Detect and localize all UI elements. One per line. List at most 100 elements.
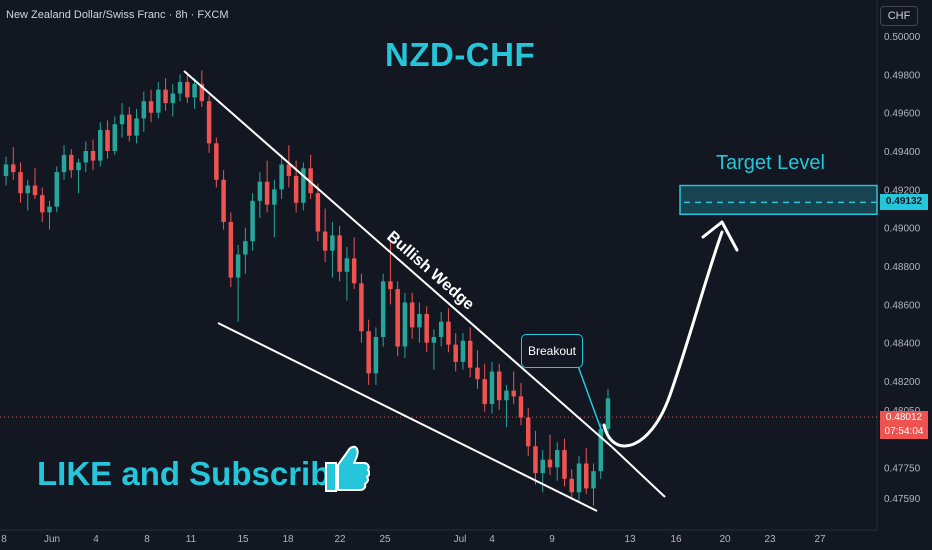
candle [206, 95, 212, 153]
x-tick-label: 16 [670, 534, 682, 545]
wedge-upper-line [183, 70, 613, 448]
candle [576, 455, 582, 502]
x-tick-label: 20 [719, 534, 731, 545]
x-tick-label: Jul [454, 534, 467, 545]
candle-body [279, 164, 284, 190]
candle-body [76, 162, 81, 171]
candle [330, 221, 335, 278]
x-tick-label: 4 [489, 534, 495, 545]
candle [402, 292, 408, 359]
candle [76, 158, 81, 194]
candle [460, 333, 466, 370]
candle [214, 137, 219, 188]
y-tick-label: 0.48200 [884, 377, 921, 388]
candle-body [141, 101, 147, 119]
breakout-pointer [577, 365, 603, 433]
candle [25, 179, 31, 211]
candle [32, 168, 38, 199]
candle-body [511, 390, 516, 397]
candle [40, 187, 45, 222]
x-tick-label: 18 [282, 534, 294, 545]
target-zone [679, 184, 878, 216]
candle-body [134, 118, 139, 136]
candle-body [431, 336, 437, 343]
candle [156, 82, 161, 119]
y-tick-label: 0.48800 [884, 262, 921, 273]
candle [380, 273, 386, 347]
breakout-label: Breakout [521, 334, 583, 368]
y-tick-label: 0.49200 [884, 185, 921, 196]
y-tick-label: 0.47750 [884, 463, 921, 474]
y-tick-label: 0.49400 [884, 147, 921, 158]
candle [322, 208, 328, 263]
candle [533, 430, 538, 485]
candle-body [417, 313, 422, 328]
candle [518, 382, 524, 426]
x-tick-label: 27 [814, 534, 826, 545]
countdown-tag: 07:54:04 [880, 425, 928, 439]
candle [134, 108, 139, 144]
candle-body [322, 231, 328, 251]
x-tick-label: 25 [379, 534, 391, 545]
candle-body [540, 459, 545, 474]
candle-body [61, 154, 67, 173]
candle [98, 122, 103, 167]
candle-body [525, 417, 531, 447]
candle-body [192, 83, 197, 98]
candle [286, 145, 292, 188]
currency-button[interactable]: CHF [880, 6, 918, 26]
candle-body [40, 195, 45, 213]
candle-body [562, 450, 567, 479]
candle [453, 333, 458, 372]
candle-body [453, 344, 458, 362]
symbol-header[interactable]: New Zealand Dollar/Swiss Franc · 8h · FX… [6, 9, 229, 21]
candle-body [199, 83, 205, 102]
candle-body [127, 114, 132, 136]
candle [163, 78, 168, 111]
candle [554, 442, 560, 481]
candle-body [359, 283, 364, 332]
candle [525, 407, 531, 456]
candle-body [554, 450, 560, 468]
candle [583, 448, 589, 495]
y-tick-label: 0.49000 [884, 224, 921, 235]
candle [243, 227, 248, 274]
candle [105, 120, 110, 159]
candle-body [569, 478, 574, 493]
candle [511, 371, 516, 405]
thumbs-up-icon [322, 441, 371, 498]
projection-curve [602, 230, 724, 448]
candle [61, 145, 67, 180]
candle-body [446, 321, 451, 345]
x-tick-label: 4 [93, 534, 99, 545]
candle-body [424, 313, 429, 343]
candle-body [83, 151, 89, 163]
candle [409, 292, 415, 339]
candle [605, 388, 611, 439]
candle-body [467, 340, 473, 368]
candle [199, 70, 205, 107]
candle [351, 237, 357, 290]
candle [373, 327, 379, 385]
candle [90, 139, 96, 171]
candle [344, 246, 350, 301]
candle [18, 162, 23, 203]
x-tick-label: 22 [334, 534, 346, 545]
candle [598, 423, 603, 479]
x-tick-label: 13 [624, 534, 636, 545]
candle-body [293, 175, 299, 203]
target-level-label: Target Level [716, 152, 825, 174]
candle [83, 141, 89, 173]
wedge-lower-line [217, 322, 598, 512]
candle-body [25, 185, 31, 194]
x-tick-label: 8 [144, 534, 150, 545]
candle-body [395, 289, 400, 347]
candle [235, 244, 241, 322]
candle-body [18, 172, 23, 194]
candle [3, 156, 9, 186]
candle-body [388, 281, 393, 290]
candle [547, 434, 553, 475]
candle [467, 327, 473, 378]
candle-body [54, 172, 60, 207]
